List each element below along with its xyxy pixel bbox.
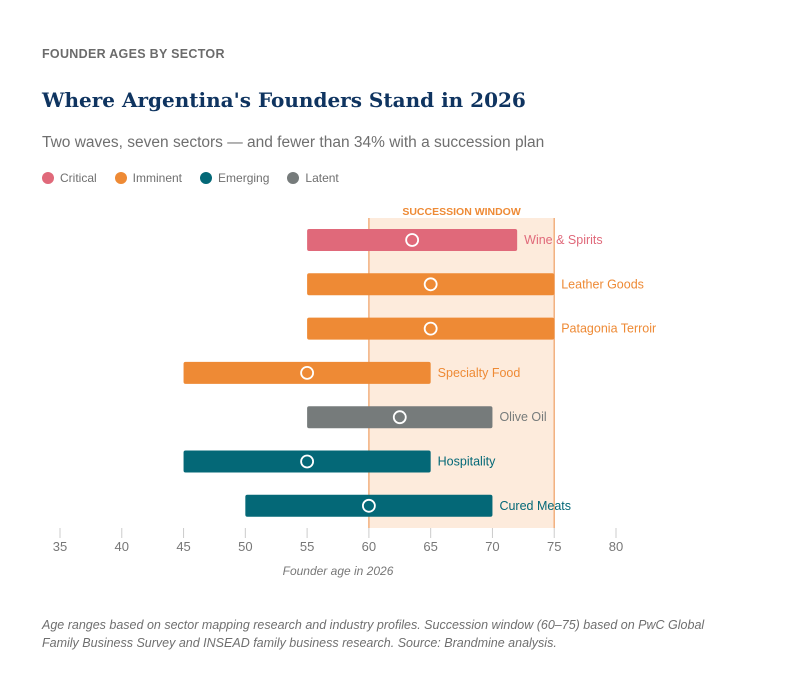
median-marker	[423, 277, 438, 292]
source-note: Age ranges based on sector mapping resea…	[42, 618, 705, 650]
x-tick-label: 55	[300, 539, 314, 554]
bar-label: Leather Goods	[561, 277, 644, 291]
chart-title: Where Argentina's Founders Stand in 2026	[42, 88, 526, 112]
x-tick-label: 45	[176, 539, 190, 554]
range-bar	[307, 406, 493, 429]
x-tick-label: 65	[423, 539, 437, 554]
range-chart: SUCCESSION WINDOW Wine & Spirits Leather G…	[53, 206, 656, 578]
legend-label: Emerging	[218, 171, 270, 185]
x-tick-label: 35	[53, 539, 67, 554]
legend-item-imminent: Imminent	[114, 171, 183, 185]
median-marker	[405, 233, 420, 247]
legend-dot-icon	[114, 172, 127, 184]
legend-label: Latent	[305, 171, 339, 185]
bar-label: Hospitality	[438, 455, 496, 469]
median-marker	[300, 454, 315, 469]
range-bar	[245, 494, 493, 517]
legend-label: Critical	[60, 171, 97, 185]
bar-label: Specialty Food	[438, 366, 521, 380]
x-tick-label: 70	[485, 539, 499, 554]
bar-label: Wine & Spirits	[524, 233, 603, 247]
legend-dot-icon	[200, 172, 213, 184]
legend-dot-icon	[42, 172, 54, 184]
legend-item-emerging: Emerging	[200, 171, 269, 185]
bar-label: Olive Oil	[499, 410, 546, 424]
chart-subtitle: Two waves, seven sectors — and fewer tha…	[42, 134, 545, 151]
kicker: FOUNDER AGES BY SECTOR	[42, 47, 225, 61]
range-bar	[183, 450, 431, 473]
legend: Critical Imminent Emerging Latent	[42, 171, 339, 185]
median-marker	[300, 365, 315, 380]
median-marker	[361, 498, 376, 513]
bar-label: Cured Meats	[499, 499, 571, 513]
x-tick-label: 60	[362, 539, 376, 554]
median-marker	[392, 410, 407, 425]
range-bar	[183, 361, 431, 384]
x-tick-label: 75	[547, 539, 561, 554]
median-marker	[423, 321, 438, 336]
x-tick-label: 50	[238, 539, 252, 554]
range-bar	[307, 229, 518, 251]
x-tick-label: 80	[609, 539, 623, 554]
legend-item-critical: Critical	[42, 171, 97, 185]
succession-window-label: SUCCESSION WINDOW	[402, 206, 521, 218]
bar-label: Patagonia Terroir	[561, 322, 656, 336]
range-bar	[307, 273, 555, 296]
x-axis-title: Founder age in 2026	[283, 564, 394, 578]
legend-item-latent: Latent	[287, 171, 339, 185]
legend-label: Imminent	[132, 171, 183, 185]
x-tick-label: 40	[115, 539, 129, 554]
legend-dot-icon	[287, 172, 300, 184]
range-bar	[307, 317, 555, 340]
